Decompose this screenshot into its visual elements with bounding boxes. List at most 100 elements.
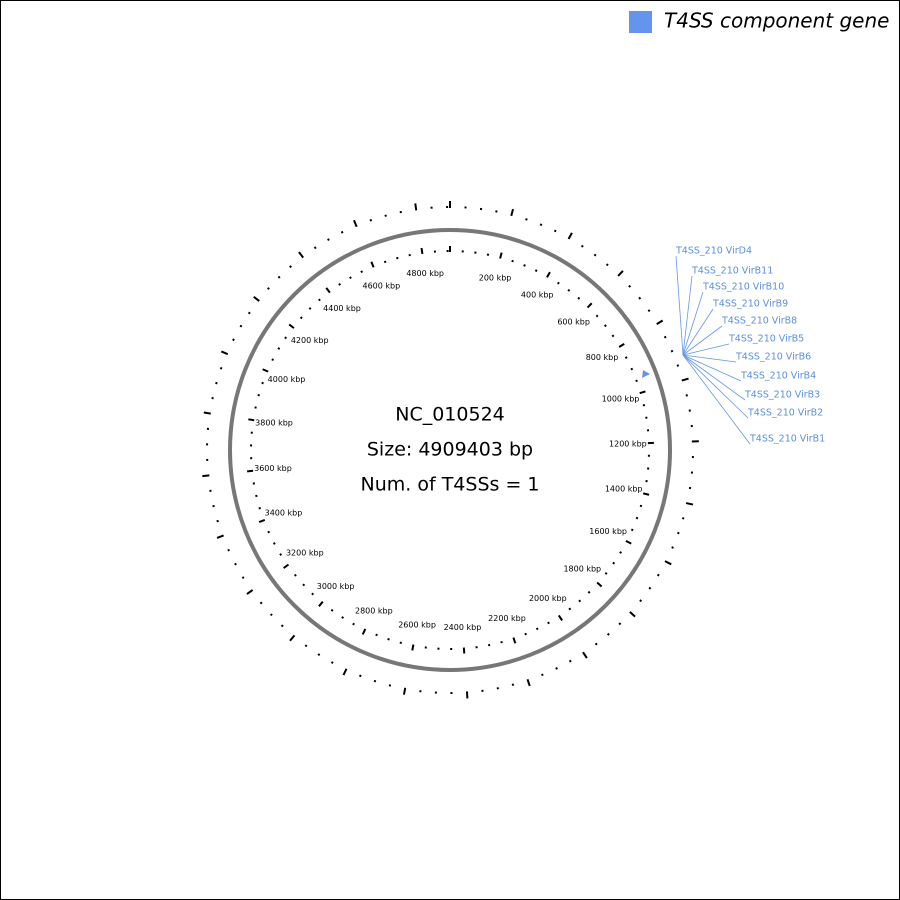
- tick: [577, 296, 581, 300]
- tick: [384, 214, 387, 217]
- tick: [258, 506, 261, 510]
- tick: [586, 302, 593, 309]
- leader-line: [682, 308, 714, 356]
- tick: [587, 590, 591, 594]
- tick: [420, 247, 424, 255]
- scale-label: 4800 kbp: [406, 269, 444, 278]
- tick: [671, 546, 674, 549]
- scale-label: 200 kbp: [479, 273, 512, 282]
- t4ss-count: Num. of T4SSs = 1: [361, 474, 540, 496]
- tick: [338, 283, 342, 286]
- tick: [630, 528, 634, 532]
- tick: [308, 307, 312, 310]
- gene-label: T4SS_210 VirB9: [712, 299, 788, 310]
- tick: [361, 628, 367, 635]
- tick: [539, 223, 543, 226]
- scale-label: 4000 kbp: [268, 375, 306, 384]
- tick: [541, 673, 544, 677]
- tick: [318, 601, 324, 607]
- tick: [628, 284, 632, 288]
- labels: 200 kbp 400 kbp 600 kbp 800 kbp 1000 kbp 1200…: [254, 246, 825, 633]
- gene-label: T4SS_210 VirB1: [749, 434, 825, 445]
- tick: [234, 562, 237, 566]
- tick: [526, 678, 531, 687]
- scale-label: 1600 kbp: [589, 527, 627, 536]
- tick: [611, 334, 615, 338]
- gene-label: T4SS_210 VirB2: [747, 408, 823, 419]
- tick: [220, 350, 229, 356]
- genome-ring: [228, 228, 672, 672]
- scale-label: 3200 kbp: [286, 548, 324, 557]
- tick: [304, 644, 308, 648]
- tick: [232, 338, 235, 342]
- tick: [663, 335, 667, 339]
- tick: [280, 624, 284, 628]
- scale-label: 1000 kbp: [602, 394, 640, 403]
- tick: [353, 219, 358, 228]
- tick: [534, 269, 538, 272]
- gene-label: T4SS_210 VirD4: [675, 246, 752, 257]
- tick: [289, 634, 296, 642]
- tick: [325, 287, 331, 294]
- tick: [284, 336, 288, 340]
- tick: [625, 540, 632, 545]
- tick: [216, 519, 219, 523]
- tick: [277, 275, 281, 279]
- scale-label: 2800 kbp: [355, 606, 393, 615]
- scale-label: 800 kbp: [586, 353, 619, 362]
- scale-label: 4200 kbp: [291, 336, 329, 345]
- ticks: [202, 201, 699, 699]
- leader-line: [682, 325, 723, 356]
- tick: [595, 314, 599, 318]
- tick: [396, 256, 399, 260]
- tick: [567, 288, 571, 292]
- tick: [596, 581, 603, 588]
- tick: [247, 311, 251, 315]
- tick: [414, 203, 418, 211]
- tick: [373, 679, 377, 683]
- tick: [298, 251, 304, 259]
- tick: [639, 504, 643, 508]
- tick: [313, 246, 317, 250]
- tick: [670, 349, 674, 353]
- gene-label: T4SS_210 VirB8: [721, 316, 797, 327]
- tick: [277, 347, 281, 350]
- leader-line: [682, 343, 730, 356]
- leader-line: [682, 354, 742, 382]
- scale-label: 2000 kbp: [529, 594, 567, 603]
- tick: [311, 592, 315, 596]
- scale-label: 2200 kbp: [488, 614, 526, 623]
- scale-label: 3400 kbp: [265, 508, 303, 517]
- scale-label: 1400 kbp: [605, 485, 643, 494]
- tick: [523, 264, 526, 267]
- tick: [241, 576, 245, 579]
- tick: [612, 561, 616, 565]
- tick: [553, 229, 557, 233]
- tick: [279, 553, 283, 556]
- tick: [685, 502, 694, 506]
- tick: [557, 614, 563, 621]
- tick: [629, 611, 636, 618]
- tick: [677, 531, 680, 535]
- tick: [375, 633, 378, 637]
- tick: [247, 469, 254, 473]
- scale-label: 4600 kbp: [363, 281, 401, 290]
- tick: [635, 379, 638, 383]
- tick: [499, 252, 503, 259]
- tick: [664, 560, 672, 566]
- tick: [330, 661, 334, 664]
- tick: [511, 259, 514, 263]
- tick: [269, 613, 273, 617]
- tick: [568, 607, 572, 611]
- tick: [681, 377, 689, 382]
- tick: [618, 622, 622, 626]
- tick: [257, 393, 260, 397]
- tick: [360, 270, 364, 274]
- scale-label: 1200 kbp: [609, 439, 647, 448]
- tick: [648, 586, 652, 590]
- tick: [603, 324, 607, 328]
- tick: [288, 323, 295, 329]
- tick: [638, 296, 642, 300]
